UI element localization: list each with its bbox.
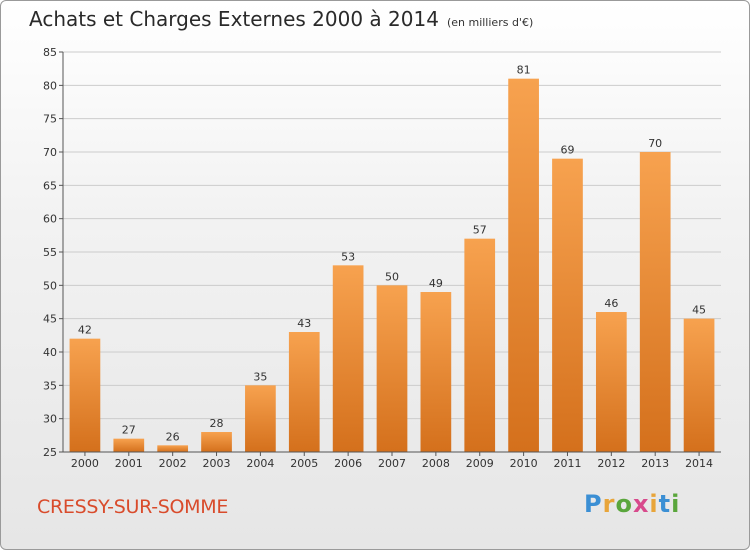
bar-2001 — [113, 438, 145, 452]
bar-2003 — [201, 432, 232, 452]
y-tick-label: 65 — [43, 179, 57, 192]
y-tick-label: 40 — [43, 346, 57, 359]
axes — [59, 51, 721, 456]
x-tick-label: 2012 — [597, 457, 625, 470]
bars — [69, 78, 715, 453]
data-label: 57 — [473, 224, 487, 237]
brand-letter: P — [584, 490, 603, 518]
y-tick-label: 85 — [43, 46, 57, 59]
y-tick-label: 35 — [43, 379, 57, 392]
data-label: 46 — [604, 297, 618, 310]
y-tick-label: 25 — [43, 446, 57, 459]
data-label: 81 — [517, 64, 531, 77]
location-name: CRESSY-SUR-SOMME — [37, 496, 229, 518]
x-tick-label: 2006 — [334, 457, 362, 470]
data-label: 53 — [341, 250, 355, 263]
bar-2008 — [420, 292, 452, 452]
bar-2002 — [157, 445, 189, 452]
brand-letter: i — [649, 490, 659, 518]
data-label: 50 — [385, 270, 399, 283]
bar-2010 — [508, 78, 539, 453]
x-tick-label: 2007 — [378, 457, 406, 470]
data-label: 42 — [78, 324, 92, 337]
bar-2014 — [683, 318, 715, 452]
x-tick-label: 2010 — [510, 457, 538, 470]
brand-letter: o — [615, 490, 633, 518]
chart-title: Achats et Charges Externes 2000 à 2014 (e… — [29, 7, 533, 31]
labels: 25 30 35 40 45 50 55 60 65 70 75 80 85 42 2000 27 2001 26… — [43, 46, 713, 470]
data-label: 26 — [166, 430, 180, 443]
x-tick-label: 2004 — [246, 457, 274, 470]
x-tick-label: 2009 — [466, 457, 494, 470]
data-label: 69 — [560, 144, 574, 157]
bar-2004 — [245, 385, 276, 452]
y-tick-label: 50 — [43, 279, 57, 292]
bar-2005 — [288, 332, 320, 452]
x-tick-label: 2008 — [422, 457, 450, 470]
y-tick-label: 70 — [43, 146, 57, 159]
data-label: 35 — [253, 370, 267, 383]
y-tick-label: 75 — [43, 113, 57, 126]
data-label: 70 — [648, 137, 662, 150]
y-tick-label: 80 — [43, 79, 57, 92]
brand-letter: i — [671, 490, 681, 518]
brand-logo: Proxiti — [584, 490, 680, 518]
bar-2000 — [69, 338, 101, 452]
y-tick-label: 45 — [43, 313, 57, 326]
data-label: 28 — [210, 417, 224, 430]
data-label: 27 — [122, 424, 136, 437]
chart-subtitle: (en milliers d'€) — [446, 16, 534, 29]
bar-2012 — [595, 312, 627, 452]
x-tick-label: 2001 — [115, 457, 143, 470]
chart-title-text: Achats et Charges Externes 2000 à 2014 — [29, 7, 439, 31]
y-tick-label: 60 — [43, 213, 57, 226]
x-tick-label: 2002 — [159, 457, 187, 470]
x-tick-label: 2013 — [641, 457, 669, 470]
x-tick-label: 2000 — [71, 457, 99, 470]
bar-2009 — [464, 238, 496, 452]
y-tick-label: 30 — [43, 413, 57, 426]
bar-2013 — [639, 152, 671, 452]
brand-letter: r — [602, 490, 616, 518]
data-label: 49 — [429, 277, 443, 290]
bar-2006 — [332, 265, 364, 452]
bar-2007 — [376, 285, 408, 452]
x-tick-label: 2014 — [685, 457, 713, 470]
data-label: 43 — [297, 317, 311, 330]
x-tick-label: 2011 — [553, 457, 581, 470]
x-tick-label: 2005 — [290, 457, 318, 470]
brand-letter: x — [632, 490, 650, 518]
x-tick-label: 2003 — [203, 457, 231, 470]
brand-letter: t — [658, 490, 672, 518]
bar-2011 — [552, 158, 583, 452]
data-label: 45 — [692, 304, 706, 317]
y-tick-label: 55 — [43, 246, 57, 259]
